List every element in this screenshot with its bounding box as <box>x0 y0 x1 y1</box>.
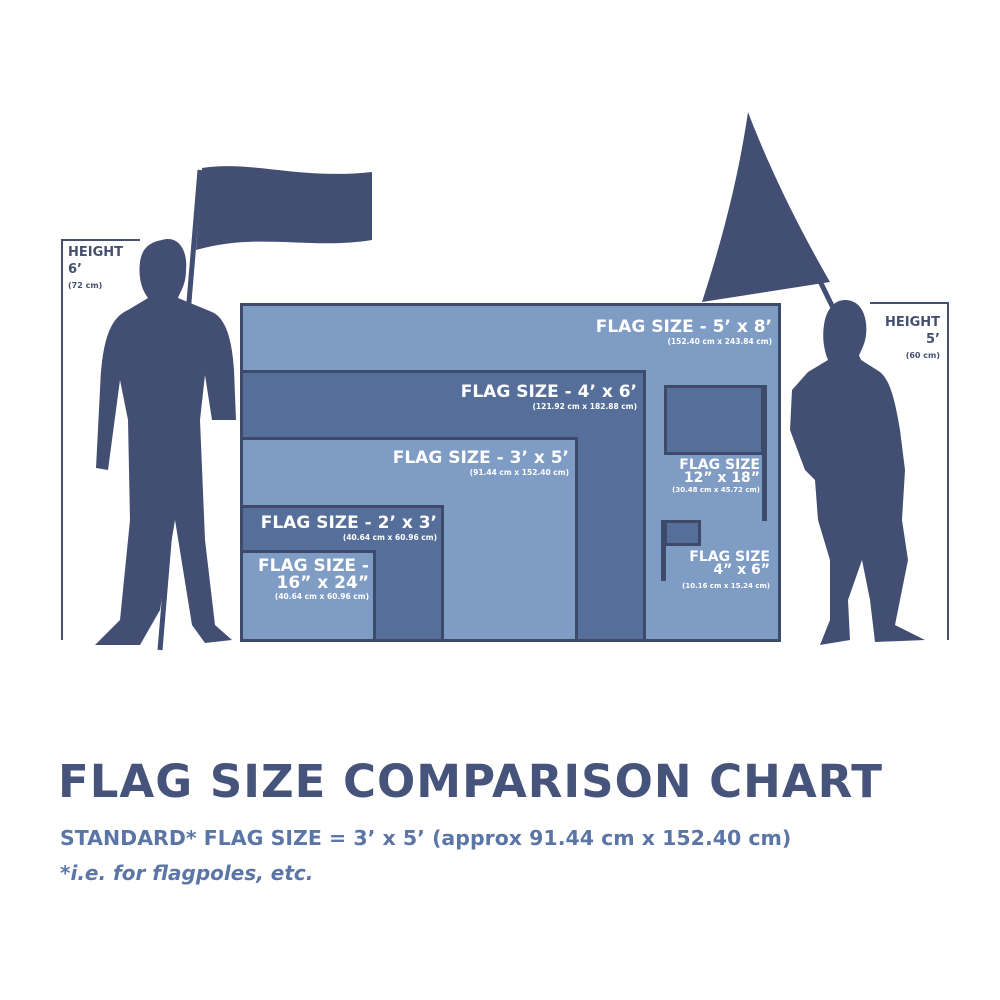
label-5x8: FLAG SIZE - 5’ x 8’ (152.40 cm x 243.84 c… <box>595 317 772 347</box>
left-height-label: HEIGHT <box>68 245 124 260</box>
flag-12x18 <box>664 385 764 455</box>
right-height-value: 5’ <box>926 332 940 347</box>
chart-title: FLAG SIZE COMPARISON CHART <box>58 755 883 808</box>
flagpole-12x18 <box>762 385 767 521</box>
right-height-metric: (60 cm) <box>905 351 940 360</box>
footnote: *i.e. for flagpoles, etc. <box>60 861 314 885</box>
right-height-label: HEIGHT <box>884 315 940 330</box>
right-flag-icon <box>702 112 830 302</box>
left-height-metric: (72 cm) <box>68 281 103 290</box>
label-4x6: FLAG SIZE - 4’ x 6’ (121.92 cm x 182.88 c… <box>460 382 637 412</box>
left-flag-icon <box>196 166 372 250</box>
left-height-value: 6’ <box>68 262 82 277</box>
left-person-silhouette <box>95 239 236 645</box>
label-12x18: FLAG SIZE 12” x 18” (30.48 cm x 45.72 cm) <box>672 457 760 494</box>
label-3x5: FLAG SIZE - 3’ x 5’ (91.44 cm x 152.40 cm… <box>392 448 569 478</box>
left-height-bracket <box>61 239 140 640</box>
flag-16x24 <box>240 550 376 642</box>
flag-4x6-inch <box>664 520 701 546</box>
flagpole-4x6-inch <box>661 520 666 581</box>
chart-subtitle: STANDARD* FLAG SIZE = 3’ x 5’ (approx 91… <box>60 826 792 850</box>
right-person-silhouette <box>790 300 925 645</box>
label-16x24: FLAG SIZE -16” x 24” (40.64 cm x 60.96 cm… <box>258 556 369 602</box>
right-height-bracket <box>870 302 949 640</box>
silhouettes <box>61 112 949 651</box>
label-2x3: FLAG SIZE - 2’ x 3’ (40.64 cm x 60.96 cm) <box>260 513 437 543</box>
label-4x6-inch: FLAG SIZE 4” x 6” (10.16 cm x 15.24 cm) <box>682 549 770 590</box>
